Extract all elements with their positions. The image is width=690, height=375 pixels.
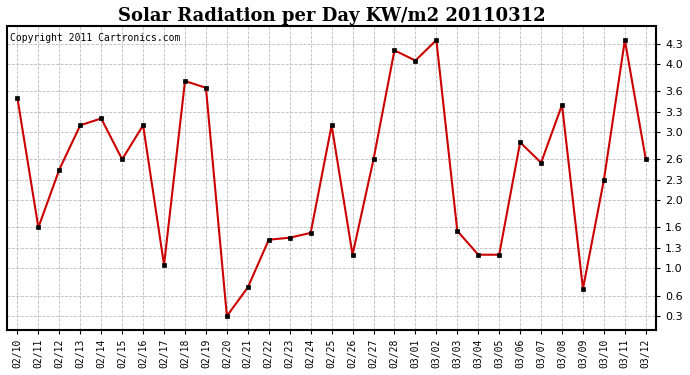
- Title: Solar Radiation per Day KW/m2 20110312: Solar Radiation per Day KW/m2 20110312: [118, 7, 545, 25]
- Text: Copyright 2011 Cartronics.com: Copyright 2011 Cartronics.com: [10, 33, 181, 43]
